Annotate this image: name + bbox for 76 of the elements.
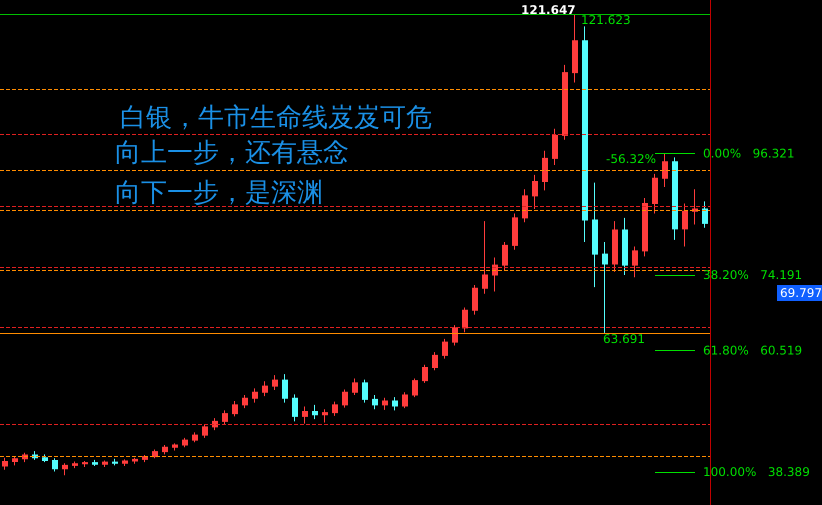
- candlestick: [372, 394, 378, 410]
- candlestick: [632, 246, 638, 278]
- candlestick: [352, 378, 358, 396]
- candlestick: [562, 64, 568, 140]
- candlestick: [512, 212, 518, 250]
- candlestick: [42, 454, 48, 463]
- candlestick: [272, 374, 278, 391]
- candlestick: [432, 352, 438, 371]
- candlestick: [602, 242, 608, 334]
- candlestick: [392, 396, 398, 411]
- candlestick: [162, 444, 168, 455]
- annotation: -56.32%: [606, 152, 656, 166]
- candlestick: [582, 26, 588, 243]
- candlestick: [652, 173, 658, 214]
- candlestick: [312, 404, 318, 420]
- candlestick: [502, 242, 508, 272]
- candlestick: [452, 324, 458, 346]
- candlestick: [702, 200, 708, 228]
- candlestick: [332, 401, 338, 416]
- annotation: 121.647: [521, 3, 576, 17]
- candlestick: [92, 459, 98, 466]
- candlestick: [202, 424, 208, 438]
- candlestick: [252, 388, 258, 404]
- candlestick: [102, 460, 108, 468]
- candlestick: [422, 364, 428, 384]
- candlestick: [182, 437, 188, 448]
- candlestick: [442, 338, 448, 360]
- candlestick: [692, 188, 698, 225]
- candlestick: [482, 220, 488, 294]
- candlestick: [552, 128, 558, 166]
- candlestick: [122, 458, 128, 466]
- candlestick: [642, 198, 648, 257]
- candlestick: [522, 188, 528, 223]
- candlestick: [622, 217, 628, 276]
- candlestick: [242, 394, 248, 409]
- candlestick: [72, 461, 78, 469]
- candlestick: [52, 458, 58, 472]
- candlestick: [592, 182, 598, 288]
- candlestick: [292, 394, 298, 422]
- candlestick: [672, 156, 678, 240]
- candlestick: [472, 284, 478, 316]
- candlestick: [152, 448, 158, 459]
- annotation: 向下一步，是深渊: [115, 178, 323, 208]
- candlestick: [462, 307, 468, 333]
- candlestick: [402, 392, 408, 409]
- candlestick: [222, 410, 228, 425]
- candlestick: [542, 150, 548, 191]
- candlestick: [62, 462, 68, 476]
- candlestick: [572, 14, 578, 84]
- candlestick: [662, 152, 668, 188]
- text: 白银，牛市生命线岌岌可危: [120, 103, 432, 133]
- candlestick: [612, 220, 618, 272]
- candlestick: [262, 380, 268, 397]
- candlestick: [682, 203, 688, 247]
- candlestick: [382, 397, 388, 410]
- candlestick: [82, 460, 88, 468]
- candlestick: [492, 256, 498, 292]
- candlestick: [302, 406, 308, 424]
- candlestick: [2, 457, 8, 470]
- candlestick: [362, 379, 368, 404]
- candlestick: [532, 174, 538, 210]
- candlestick: [342, 388, 348, 408]
- candlestick: [322, 408, 328, 423]
- annotation: 63.691: [603, 332, 645, 346]
- candlestick: [112, 458, 118, 466]
- candlestick: [412, 378, 418, 398]
- annotation: 121.623: [581, 13, 631, 27]
- candlestick: [12, 456, 18, 466]
- candlestick: [192, 432, 198, 443]
- candlestick: [232, 400, 238, 417]
- text: 69.797: [780, 286, 822, 300]
- candlestick: [132, 457, 138, 464]
- candlestick: [212, 418, 218, 431]
- candlestick: [172, 442, 178, 452]
- candlestick: [282, 374, 288, 404]
- annotation: 向上一步，还有悬念: [115, 138, 349, 168]
